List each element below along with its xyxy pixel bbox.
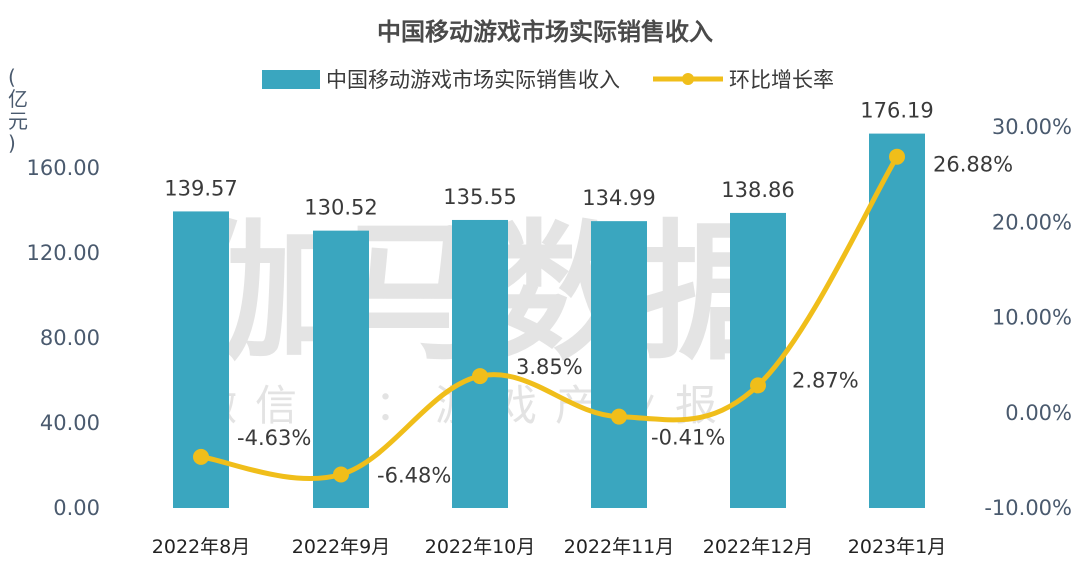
y-right-tick-label: -10.00% — [984, 496, 1072, 520]
growth-value-label: -4.63% — [237, 426, 311, 450]
y-left-unit-char-2: 亿 — [8, 87, 28, 111]
growth-point — [333, 466, 349, 483]
y-left-unit: ( 亿 元 ) — [8, 65, 28, 155]
y-left-tick-label: 40.00 — [40, 411, 100, 435]
y-left-unit-char-4: ) — [8, 131, 16, 155]
bar-value-label: 139.57 — [164, 176, 237, 200]
x-axis: 2022年8月 2022年9月 2022年10月 2022年11月 2022年12月 20… — [152, 536, 946, 558]
growth-value-label: 2.87% — [792, 368, 859, 392]
y-left-axis: 0.00 40.00 80.00 120.00 160.00 — [27, 156, 100, 520]
y-right-tick-label: 10.00% — [992, 306, 1072, 330]
y-right-tick-label: 20.00% — [992, 210, 1072, 234]
x-tick-label: 2022年12月 — [703, 536, 814, 558]
y-right-tick-label: 0.00% — [1005, 401, 1072, 425]
growth-point — [472, 368, 488, 385]
y-left-unit-char-3: 元 — [8, 109, 28, 133]
bar — [730, 212, 786, 509]
y-left-tick-label: 80.00 — [40, 326, 100, 350]
x-tick-label: 2022年8月 — [152, 536, 250, 558]
x-tick-label: 2022年9月 — [292, 536, 390, 558]
growth-value-label: 3.85% — [516, 355, 583, 379]
y-left-unit-char-1: ( — [8, 65, 16, 89]
bar-value-label: 135.55 — [443, 185, 516, 209]
line-series: -4.63% -6.48% 3.85% -0.41% 2.87% 26.88% — [193, 148, 1013, 487]
legend-bar-swatch — [262, 70, 320, 89]
x-tick-label: 2023年1月 — [848, 536, 946, 558]
x-tick-label: 2022年11月 — [564, 536, 675, 558]
legend-bar-label: 中国移动游戏市场实际销售收入 — [326, 68, 620, 92]
growth-line — [200, 155, 900, 481]
growth-value-label: -0.41% — [651, 426, 725, 450]
bar — [313, 230, 369, 508]
bar-value-label: 138.86 — [721, 178, 794, 202]
bar — [591, 221, 647, 509]
legend-line-label: 环比增长率 — [729, 68, 834, 92]
bar-value-label: 176.19 — [860, 99, 933, 123]
growth-value-label: -6.48% — [377, 463, 451, 487]
bar-value-label: 130.52 — [304, 196, 377, 220]
legend: 中国移动游戏市场实际销售收入 环比增长率 — [262, 68, 834, 92]
x-tick-label: 2022年10月 — [425, 536, 536, 558]
y-right-axis: -10.00% 0.00% 10.00% 20.00% 30.00% — [984, 115, 1072, 520]
bar-value-label: 134.99 — [582, 186, 655, 210]
growth-point — [611, 408, 627, 425]
y-left-tick-label: 120.00 — [27, 241, 100, 265]
y-left-tick-label: 160.00 — [27, 156, 100, 180]
bar-series: 139.57 130.52 135.55 134.99 138.86 176.19 — [164, 99, 934, 509]
growth-point — [750, 377, 766, 394]
y-left-tick-label: 0.00 — [53, 496, 100, 520]
growth-point — [889, 148, 905, 165]
legend-line-marker — [682, 73, 694, 85]
chart-title: 中国移动游戏市场实际销售收入 — [377, 18, 713, 46]
bar — [452, 219, 508, 509]
growth-point — [193, 448, 209, 465]
y-right-tick-label: 30.00% — [992, 115, 1072, 139]
growth-value-label: 26.88% — [933, 153, 1013, 177]
